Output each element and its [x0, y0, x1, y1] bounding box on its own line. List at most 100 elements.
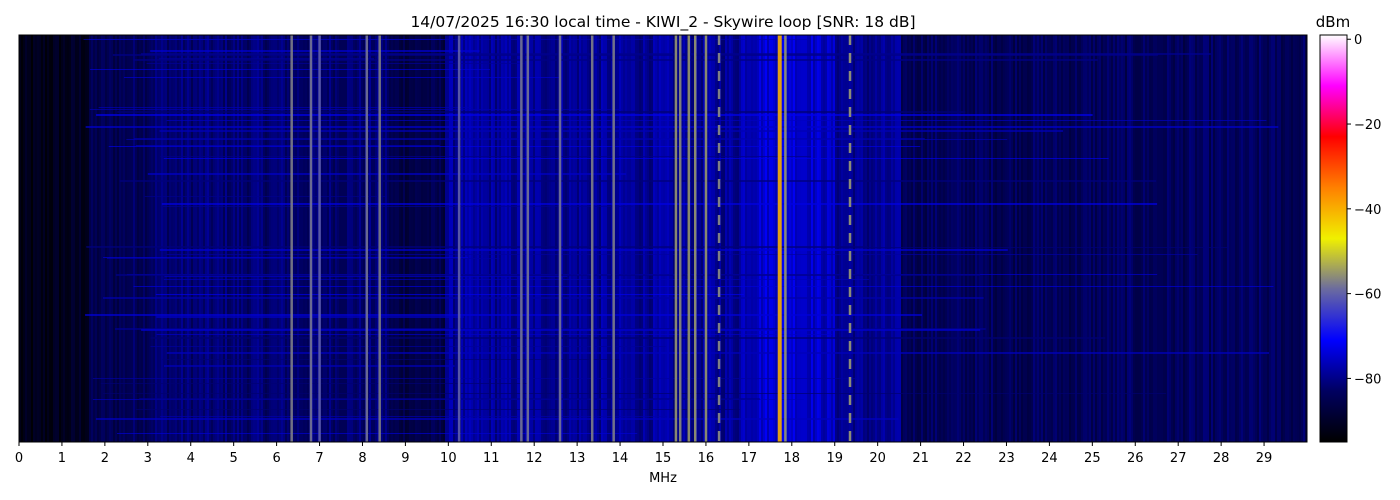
heatmap-column — [631, 35, 633, 442]
heatmap-column — [1235, 35, 1237, 442]
x-tick-label: 5 — [230, 451, 238, 466]
heatmap-column — [109, 35, 111, 442]
heatmap-column — [893, 35, 895, 442]
heatmap-column — [555, 35, 557, 442]
heatmap-column — [829, 35, 831, 442]
heatmap-column — [51, 35, 53, 442]
heatmap-column — [671, 35, 673, 442]
heatmap-column — [63, 35, 65, 442]
heatmap-column — [809, 35, 811, 442]
heatmap-column — [105, 35, 107, 442]
heatmap-column — [503, 35, 505, 442]
signal-line — [520, 35, 523, 442]
heatmap-column — [1189, 35, 1191, 442]
heatmap-column — [69, 35, 71, 442]
heatmap-column — [907, 35, 909, 442]
heatmap-column — [85, 35, 87, 442]
heatmap-streak — [126, 139, 1008, 140]
heatmap-column — [681, 35, 683, 442]
heatmap-column — [791, 35, 793, 442]
heatmap-column — [79, 35, 81, 442]
heatmap-column — [411, 35, 413, 442]
heatmap-column — [913, 35, 915, 442]
x-tick-label: 4 — [187, 451, 195, 466]
heatmap-column — [677, 35, 679, 442]
heatmap-column — [721, 35, 723, 442]
heatmap-column — [359, 35, 361, 442]
heatmap-column — [999, 35, 1001, 442]
heatmap-column — [1105, 35, 1107, 442]
heatmap-column — [951, 35, 953, 442]
x-tick-label: 0 — [15, 451, 23, 466]
heatmap-column — [87, 35, 89, 442]
heatmap-column — [1031, 35, 1033, 442]
heatmap-column — [53, 35, 55, 442]
heatmap-streak — [159, 130, 1063, 132]
heatmap-column — [277, 35, 279, 442]
signal-line — [457, 35, 461, 442]
heatmap-streak — [103, 393, 1167, 394]
heatmap-column — [655, 35, 657, 442]
heatmap-column — [103, 35, 105, 442]
heatmap-column — [385, 35, 387, 442]
heatmap-column — [239, 35, 241, 442]
heatmap-column — [27, 35, 29, 442]
heatmap-column — [1187, 35, 1189, 442]
heatmap-column — [919, 35, 921, 442]
heatmap-column — [267, 35, 269, 442]
heatmap-column — [939, 35, 941, 442]
heatmap-column — [727, 35, 729, 442]
signal-line — [717, 53, 721, 63]
heatmap-column — [133, 35, 135, 442]
heatmap-column — [331, 35, 333, 442]
heatmap-column — [179, 35, 181, 442]
heatmap-column — [1019, 35, 1021, 442]
heatmap-column — [835, 35, 837, 442]
heatmap-column — [1149, 35, 1151, 442]
heatmap-column — [23, 35, 25, 442]
heatmap-column — [1043, 35, 1045, 442]
signal-line — [526, 35, 530, 442]
heatmap-column — [737, 35, 739, 442]
heatmap-column — [249, 35, 251, 442]
heatmap-column — [1285, 35, 1287, 442]
heatmap-column — [1287, 35, 1289, 442]
heatmap-column — [1271, 35, 1273, 442]
heatmap-column — [1111, 35, 1113, 442]
heatmap-column — [1121, 35, 1123, 442]
x-tick-label: 19 — [826, 451, 843, 466]
heatmap-column — [493, 35, 495, 442]
heatmap-column — [45, 35, 47, 442]
heatmap-column — [489, 35, 491, 442]
heatmap-column — [1021, 35, 1023, 442]
x-tick-label: 11 — [483, 451, 500, 466]
x-tick-label: 28 — [1213, 451, 1230, 466]
heatmap-column — [639, 35, 641, 442]
heatmap-column — [191, 35, 193, 442]
heatmap-column — [579, 35, 581, 442]
signal-line — [848, 377, 852, 387]
heatmap-column — [1255, 35, 1257, 442]
signal-line — [717, 287, 721, 297]
heatmap-column — [1219, 35, 1221, 442]
heatmap-column — [449, 35, 451, 442]
signal-line — [365, 35, 369, 442]
heatmap-column — [1225, 35, 1227, 442]
heatmap-column — [497, 35, 499, 442]
heatmap-column — [1067, 35, 1069, 442]
heatmap-column — [339, 35, 341, 442]
heatmap-column — [253, 35, 255, 442]
heatmap-column — [1289, 35, 1291, 442]
signal-line — [717, 323, 721, 333]
signal-line — [717, 179, 721, 189]
heatmap-column — [1251, 35, 1253, 442]
heatmap-column — [925, 35, 927, 442]
heatmap-column — [289, 35, 291, 442]
heatmap-column — [905, 35, 907, 442]
heatmap-column — [573, 35, 575, 442]
heatmap-column — [657, 35, 659, 442]
heatmap-column — [1061, 35, 1063, 442]
heatmap-column — [89, 35, 91, 442]
heatmap-column — [515, 35, 517, 442]
heatmap-column — [229, 35, 231, 442]
